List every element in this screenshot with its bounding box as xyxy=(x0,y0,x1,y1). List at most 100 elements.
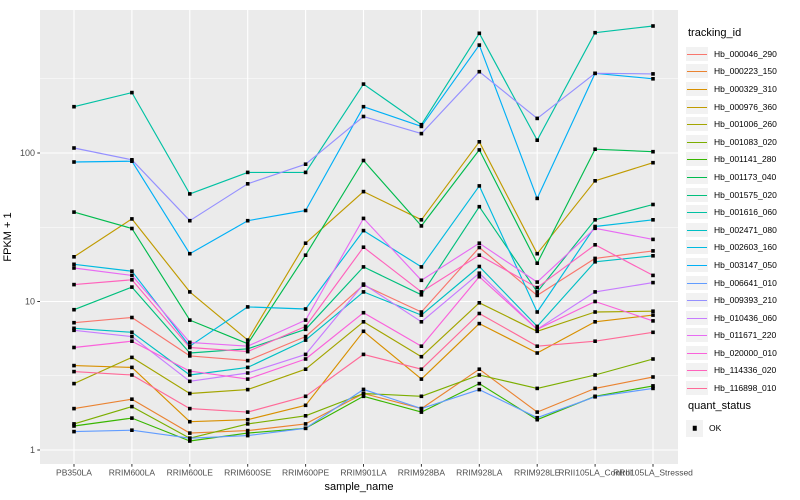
legend-item-Hb_020000_010: Hb_020000_010 xyxy=(686,344,798,362)
data-point xyxy=(245,365,250,370)
data-point xyxy=(651,160,655,165)
data-point xyxy=(651,313,655,317)
data-point xyxy=(651,149,655,154)
data-point xyxy=(245,341,250,346)
x-tick-label: RRIM600LA xyxy=(109,468,156,478)
x-tick-label: RRIM928LA xyxy=(456,468,503,478)
legend-item-label: Hb_020000_010 xyxy=(714,347,777,358)
data-point xyxy=(245,347,250,351)
data-point xyxy=(188,391,192,396)
data-point xyxy=(303,170,308,175)
data-point xyxy=(593,179,597,183)
legend-key-swatch xyxy=(686,328,708,343)
data-point xyxy=(245,428,250,433)
data-point xyxy=(188,406,192,411)
legend-key-swatch xyxy=(686,169,708,184)
data-point xyxy=(72,210,76,214)
data-point xyxy=(651,249,655,253)
data-point xyxy=(361,265,366,269)
data-point xyxy=(535,310,539,314)
data-point xyxy=(303,334,308,339)
tracking-id-legend: tracking_id Hb_000046_290 Hb_000223_150 Hb… xyxy=(686,27,798,397)
legend-key-swatch xyxy=(686,117,708,132)
data-point xyxy=(130,217,134,221)
legend-item-label: Hb_114336_020 xyxy=(714,365,777,376)
data-point xyxy=(361,310,366,315)
legend-item-label: Hb_000329_310 xyxy=(714,83,777,94)
legend-line-icon xyxy=(687,176,707,178)
data-point xyxy=(651,309,655,313)
data-point xyxy=(651,77,655,81)
data-point xyxy=(651,357,655,361)
data-point xyxy=(188,318,192,322)
legend-item-Hb_001006_260: Hb_001006_260 xyxy=(686,115,798,133)
legend-item-label: Hb_000046_290 xyxy=(714,48,777,59)
data-point xyxy=(535,329,539,334)
data-point xyxy=(72,369,76,374)
data-point xyxy=(477,381,482,386)
x-tick-label: RRIM928BA xyxy=(398,468,446,478)
legend-item-label: Hb_116898_010 xyxy=(714,383,777,394)
data-point xyxy=(130,416,134,420)
data-point xyxy=(188,369,192,373)
data-point xyxy=(477,253,482,257)
data-point xyxy=(535,138,539,142)
legend-line-icon xyxy=(687,159,707,161)
data-point xyxy=(130,226,134,231)
legend-key-swatch xyxy=(686,134,708,149)
data-point xyxy=(72,422,76,426)
data-point xyxy=(303,241,308,245)
data-point xyxy=(651,24,655,28)
data-point xyxy=(477,387,482,392)
legend-item-label: Hb_000976_360 xyxy=(714,101,777,112)
data-point xyxy=(188,351,192,355)
data-point xyxy=(303,318,308,322)
data-point xyxy=(477,311,482,316)
data-point xyxy=(303,253,308,257)
data-point xyxy=(303,357,308,361)
legend-item-Hb_001141_280: Hb_001141_280 xyxy=(686,151,798,169)
legend-key-swatch xyxy=(686,99,708,114)
data-point xyxy=(419,278,424,283)
legend-item-label: Hb_010436_060 xyxy=(714,312,777,323)
legend-item-Hb_002471_080: Hb_002471_080 xyxy=(686,221,798,239)
data-point xyxy=(477,148,482,152)
legend-line-icon xyxy=(687,229,707,231)
legend-key-swatch xyxy=(686,293,708,308)
data-point xyxy=(477,367,482,371)
data-point xyxy=(419,406,424,411)
data-point xyxy=(245,433,250,438)
data-point xyxy=(303,352,308,357)
legend-item-Hb_003147_050: Hb_003147_050 xyxy=(686,256,798,274)
legend-item-label: Hb_011671_220 xyxy=(714,330,777,341)
data-point xyxy=(188,218,192,223)
data-point xyxy=(651,319,655,323)
data-point xyxy=(245,431,250,435)
data-point xyxy=(593,147,597,151)
legend-line-icon xyxy=(687,212,707,214)
legend-item-label: Hb_001575_020 xyxy=(714,189,777,200)
data-point xyxy=(651,254,655,258)
data-point xyxy=(303,394,308,399)
data-point xyxy=(477,241,482,245)
legend-item-Hb_002603_160: Hb_002603_160 xyxy=(686,239,798,257)
data-point xyxy=(245,349,250,354)
data-point xyxy=(651,330,655,335)
data-point xyxy=(535,327,539,332)
data-point xyxy=(72,363,76,368)
legend-title: tracking_id xyxy=(688,27,742,39)
data-point xyxy=(419,367,424,371)
data-point xyxy=(535,290,539,294)
legend-item-Hb_001616_060: Hb_001616_060 xyxy=(686,203,798,221)
legend-line-icon xyxy=(687,106,707,108)
data-point xyxy=(130,269,134,273)
data-point xyxy=(303,327,308,332)
legend-item-label: Hb_001173_040 xyxy=(714,171,777,182)
data-point xyxy=(361,245,366,249)
data-point xyxy=(72,424,76,428)
data-point xyxy=(303,426,308,431)
data-point xyxy=(593,30,597,35)
legend-key-swatch xyxy=(686,222,708,237)
data-point xyxy=(651,202,655,207)
data-point xyxy=(419,293,424,297)
